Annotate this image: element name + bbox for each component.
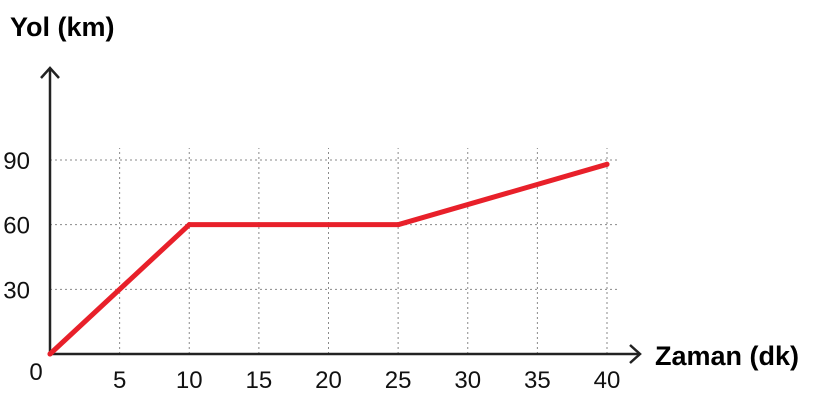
x-tick-label: 25 bbox=[385, 367, 412, 394]
data-point bbox=[186, 222, 192, 228]
y-axis-title: Yol (km) bbox=[10, 12, 115, 42]
x-tick-label: 10 bbox=[176, 367, 203, 394]
x-tick-label: 35 bbox=[524, 367, 551, 394]
series bbox=[47, 161, 610, 357]
x-tick-label: 5 bbox=[113, 367, 126, 394]
x-tick-label: 0 bbox=[29, 359, 42, 386]
y-tick-label: 30 bbox=[3, 277, 30, 304]
y-tick-label: 90 bbox=[3, 148, 30, 175]
x-axis-title: Zaman (dk) bbox=[655, 341, 799, 371]
labels: 0 5 10 15 20 25 30 35 40 30 60 90 bbox=[3, 148, 620, 394]
data-point bbox=[604, 161, 610, 167]
grid bbox=[50, 148, 617, 354]
y-axis-arrow bbox=[40, 66, 60, 79]
x-tick-label: 30 bbox=[454, 367, 481, 394]
axes bbox=[40, 66, 642, 364]
x-axis-arrow bbox=[629, 344, 642, 364]
y-tick-label: 60 bbox=[3, 213, 30, 240]
data-point bbox=[395, 222, 401, 228]
x-tick-label: 20 bbox=[315, 367, 342, 394]
x-tick-label: 15 bbox=[246, 367, 273, 394]
x-tick-label: 40 bbox=[594, 367, 621, 394]
series-line bbox=[47, 161, 610, 357]
data-point bbox=[47, 351, 53, 357]
